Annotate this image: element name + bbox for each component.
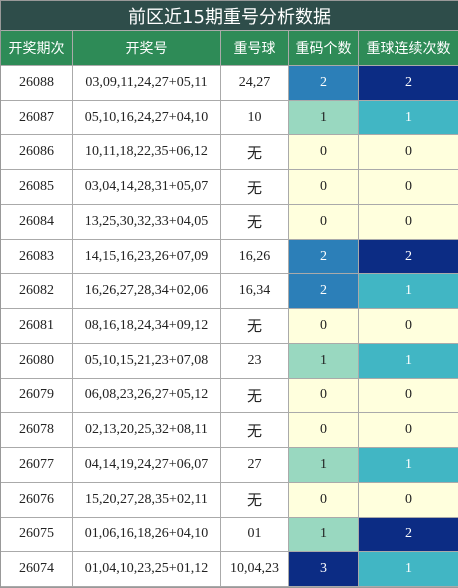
repeat-count: 3 — [289, 552, 359, 587]
period: 26074 — [1, 552, 73, 587]
repeat-streak: 1 — [359, 343, 458, 379]
repeat-count: 1 — [289, 448, 359, 483]
draw-numbers: 01,04,10,23,25+01,12 — [73, 552, 221, 587]
repeat-count: 0 — [289, 378, 359, 414]
repeat-streak: 1 — [359, 100, 458, 136]
repeat-count: 1 — [289, 517, 359, 553]
header-cell: 开奖号 — [73, 31, 221, 66]
draw-numbers: 05,10,15,21,23+07,08 — [73, 343, 221, 379]
period: 26079 — [1, 378, 73, 414]
draw-numbers: 16,26,27,28,34+02,06 — [73, 274, 221, 310]
repeat-balls: 01 — [221, 517, 289, 553]
repeat-balls: 无 — [221, 170, 289, 205]
repeat-streak: 0 — [359, 135, 458, 171]
period: 26084 — [1, 204, 73, 240]
repeat-streak: 2 — [359, 517, 458, 553]
repeat-balls: 无 — [221, 204, 289, 240]
repeat-balls: 无 — [221, 135, 289, 171]
period: 26075 — [1, 517, 73, 553]
table-title: 前区近15期重号分析数据 — [1, 1, 458, 31]
draw-numbers: 15,20,27,28,35+02,11 — [73, 482, 221, 518]
repeat-count: 0 — [289, 204, 359, 240]
repeat-balls: 无 — [221, 482, 289, 518]
period: 26087 — [1, 100, 73, 136]
repeat-balls: 16,34 — [221, 274, 289, 310]
repeat-count: 1 — [289, 343, 359, 379]
draw-numbers: 01,06,16,18,26+04,10 — [73, 517, 221, 553]
period: 26085 — [1, 170, 73, 205]
repeat-streak: 0 — [359, 309, 458, 344]
period: 26088 — [1, 66, 73, 101]
repeat-balls: 24,27 — [221, 66, 289, 101]
period: 26083 — [1, 239, 73, 275]
repeat-balls: 23 — [221, 343, 289, 379]
draw-numbers: 08,16,18,24,34+09,12 — [73, 309, 221, 344]
repeat-count: 0 — [289, 135, 359, 171]
period: 26086 — [1, 135, 73, 171]
repeat-balls: 无 — [221, 378, 289, 414]
repeat-balls: 无 — [221, 413, 289, 449]
draw-numbers: 05,10,16,24,27+04,10 — [73, 100, 221, 136]
repeat-count: 0 — [289, 413, 359, 449]
repeat-streak: 1 — [359, 448, 458, 483]
period: 26081 — [1, 309, 73, 344]
repeat-streak: 0 — [359, 413, 458, 449]
draw-numbers: 14,15,16,23,26+07,09 — [73, 239, 221, 275]
period: 26077 — [1, 448, 73, 483]
repeat-count: 0 — [289, 309, 359, 344]
draw-numbers: 04,14,19,24,27+06,07 — [73, 448, 221, 483]
repeat-count: 2 — [289, 274, 359, 310]
repeat-streak: 0 — [359, 204, 458, 240]
repeat-streak: 2 — [359, 239, 458, 275]
draw-numbers: 03,09,11,24,27+05,11 — [73, 66, 221, 101]
repeat-streak: 0 — [359, 170, 458, 205]
period: 26082 — [1, 274, 73, 310]
header-cell: 重码个数 — [289, 31, 359, 66]
repeat-count: 1 — [289, 100, 359, 136]
repeat-balls: 10 — [221, 100, 289, 136]
period: 26076 — [1, 482, 73, 518]
repeat-balls: 无 — [221, 309, 289, 344]
header-cell: 重号球 — [221, 31, 289, 66]
repeat-balls: 10,04,23 — [221, 552, 289, 587]
draw-numbers: 10,11,18,22,35+06,12 — [73, 135, 221, 171]
period: 26080 — [1, 343, 73, 379]
repeat-streak: 1 — [359, 552, 458, 587]
repeat-streak: 0 — [359, 378, 458, 414]
repeat-count: 2 — [289, 239, 359, 275]
period: 26078 — [1, 413, 73, 449]
repeat-balls: 27 — [221, 448, 289, 483]
draw-numbers: 03,04,14,28,31+05,07 — [73, 170, 221, 205]
draw-numbers: 02,13,20,25,32+08,11 — [73, 413, 221, 449]
repeat-count: 2 — [289, 66, 359, 101]
draw-numbers: 13,25,30,32,33+04,05 — [73, 204, 221, 240]
repeat-balls: 16,26 — [221, 239, 289, 275]
repeat-streak: 0 — [359, 482, 458, 518]
header-cell: 重球连续次数 — [359, 31, 458, 66]
draw-numbers: 06,08,23,26,27+05,12 — [73, 378, 221, 414]
repeat-count: 0 — [289, 170, 359, 205]
repeat-streak: 1 — [359, 274, 458, 310]
repeat-count: 0 — [289, 482, 359, 518]
repeat-streak: 2 — [359, 66, 458, 101]
header-cell: 开奖期次 — [1, 31, 73, 66]
